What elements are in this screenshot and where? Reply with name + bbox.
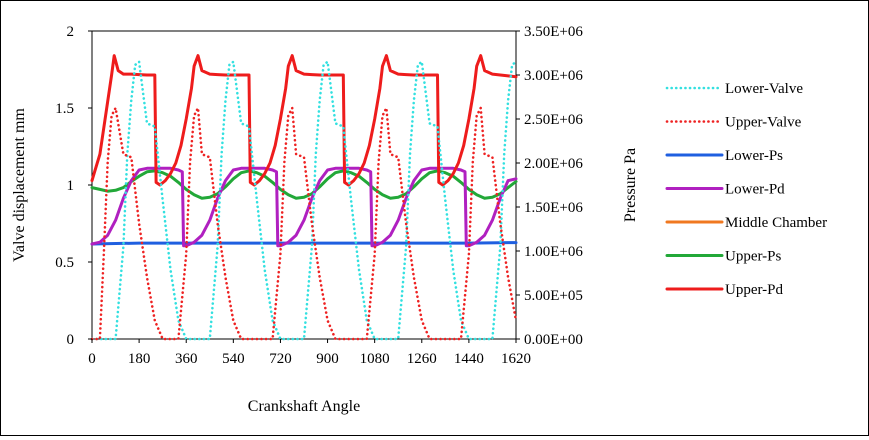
series-line-lower-ps	[90, 241, 518, 246]
legend-label: Lower-Pd	[725, 182, 785, 198]
y-right-tick-label: 2.00E+06	[524, 156, 583, 172]
legend: Lower-Valve Upper-Valve Lower-Ps Lower-Pd Mi…	[665, 81, 827, 298]
legend-label: Lower-Valve	[725, 81, 803, 97]
y-left-tick-label: 0.5	[55, 255, 74, 271]
series-layer	[90, 54, 518, 341]
x-tick-label: 360	[175, 351, 198, 367]
y-left-tick-label: 1	[67, 178, 75, 194]
series-line-lower-valve	[90, 60, 518, 341]
x-tick-label: 180	[128, 351, 151, 367]
x-axis-title: Crankshaft Angle	[248, 398, 360, 415]
x-tick-label: 1260	[407, 351, 437, 367]
x-tick-label: 1080	[360, 351, 390, 367]
series-line-upper-valve	[90, 106, 518, 341]
x-tick-label: 540	[222, 351, 245, 367]
x-tick-label: 900	[316, 351, 339, 367]
y-left-tick-label: 0	[67, 332, 75, 348]
y-right-tick-label: 1.50E+06	[524, 200, 583, 216]
x-tick-label: 0	[88, 351, 96, 367]
y-right-tick-label: 2.50E+06	[524, 112, 583, 128]
y-left-tick-label: 1.5	[55, 101, 74, 117]
y-left-tick-label: 2	[67, 24, 75, 40]
x-tick-label: 1620	[501, 351, 531, 367]
legend-label: Middle Chamber	[725, 215, 827, 231]
y-right-tick-label: 3.50E+06	[524, 24, 583, 40]
series-line-upper-pd	[90, 54, 518, 187]
x-tick-label: 1440	[454, 351, 484, 367]
y-axis-left-title: Valve displacement mm	[11, 108, 28, 262]
y-right-tick-label: 5.00E+05	[524, 288, 583, 304]
legend-label: Lower-Ps	[725, 148, 783, 164]
y-right-tick-label: 1.00E+06	[524, 244, 583, 260]
x-tick-label: 720	[269, 351, 292, 367]
y-axis-right-title: Pressure Pa	[622, 148, 639, 222]
legend-label: Upper-Valve	[725, 115, 802, 131]
y-right-tick-label: 3.00E+06	[524, 68, 583, 84]
y-right-tick-label: 0.00E+00	[524, 332, 583, 348]
legend-label: Upper-Pd	[725, 282, 784, 298]
tick-layer: 0 180 360 540 720 900 1080 1260 1440 1620 0 0.5 1 1.5…	[55, 24, 583, 367]
series-line-upper-ps	[90, 169, 518, 200]
legend-label: Upper-Ps	[725, 249, 782, 265]
